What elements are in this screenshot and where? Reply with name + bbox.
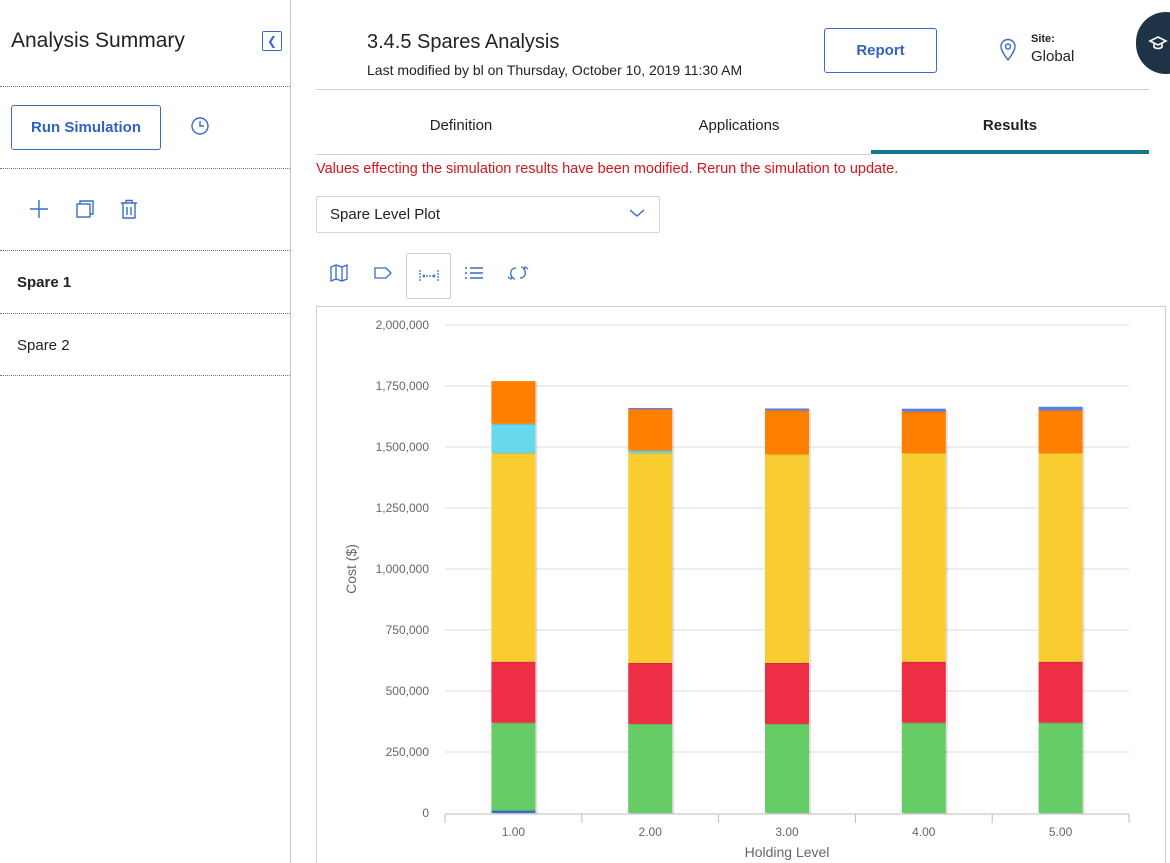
bar-segment (628, 453, 673, 663)
bar-segment (1038, 453, 1083, 662)
refresh-icon (507, 265, 529, 281)
page-title: 3.4.5 Spares Analysis (367, 31, 560, 53)
y-tick-label: 500,000 (386, 684, 430, 698)
bar-segment (901, 408, 946, 412)
location-pin-icon (1000, 38, 1016, 62)
analysis-summary-pane: Analysis Summary ❮ Run Simulation Spare … (0, 0, 291, 863)
bar-segment (765, 723, 809, 813)
y-tick-label: 0 (422, 806, 429, 820)
bar-segment (901, 453, 946, 662)
y-tick-label: 1,000,000 (376, 562, 430, 576)
list-item-spare-1[interactable]: Spare 1 (0, 251, 290, 313)
chart-zoom-icon (418, 270, 439, 282)
divider (0, 375, 290, 376)
divider (0, 313, 290, 314)
site-label: Site: (1031, 33, 1055, 45)
bar-segment (628, 450, 673, 454)
bar-segment (901, 411, 946, 454)
bar-segment (491, 661, 536, 723)
bar-segment (491, 722, 536, 811)
collapse-pane-icon[interactable]: ❮ (262, 31, 282, 51)
add-icon[interactable] (28, 198, 50, 220)
bar-segment (628, 662, 673, 724)
bar-segment (628, 409, 673, 451)
bar-segment (491, 810, 536, 813)
tabs-baseline (316, 154, 871, 155)
chevron-down-icon (629, 209, 645, 217)
bar-segment (628, 407, 673, 410)
y-tick-label: 2,000,000 (376, 318, 430, 332)
list-icon (465, 267, 483, 279)
y-axis-title: Cost ($) (343, 544, 359, 594)
report-button[interactable]: Report (824, 28, 937, 73)
tag-icon (374, 267, 392, 279)
run-simulation-button[interactable]: Run Simulation (11, 105, 161, 150)
x-tick-label: 2.00 (639, 825, 663, 839)
bar-segment (491, 381, 536, 424)
y-tick-label: 750,000 (386, 623, 430, 637)
copy-icon[interactable] (74, 198, 96, 220)
zoom-tool-button[interactable] (406, 253, 451, 299)
divider (0, 168, 290, 169)
bar-segment (1038, 661, 1083, 723)
tab-results[interactable]: Results (871, 108, 1149, 154)
list-item-label: Spare 1 (17, 273, 72, 291)
list-item-spare-2[interactable]: Spare 2 (0, 314, 290, 376)
chart-container: 0 250,000 500,000 750,000 1,000,000 1,250,000… (316, 306, 1166, 863)
bar-shadow (630, 408, 675, 411)
x-tick-label: 4.00 (912, 825, 936, 839)
divider (0, 250, 290, 251)
history-clock-icon[interactable] (190, 116, 210, 136)
y-tick-label: 1,500,000 (376, 440, 430, 454)
site-value[interactable]: Global (1031, 48, 1075, 65)
bar-segment (1038, 722, 1083, 813)
last-modified-text: Last modified by bl on Thursday, October… (367, 62, 743, 78)
x-axis-title: Holding Level (745, 844, 830, 860)
list-item-label: Spare 2 (17, 336, 70, 354)
y-tick-label: 1,750,000 (376, 379, 430, 393)
map-icon (330, 264, 348, 282)
bar-segment (765, 662, 809, 724)
delete-trash-icon[interactable] (118, 198, 140, 220)
plot-type-value: Spare Level Plot (330, 206, 441, 223)
refresh-tool-button[interactable] (501, 256, 535, 290)
bar-segment (765, 454, 809, 663)
header-divider (316, 89, 1149, 90)
y-tick-label: 250,000 (386, 745, 430, 759)
bar-segment (1038, 406, 1083, 411)
divider (0, 86, 290, 87)
plot-type-select[interactable]: Spare Level Plot (316, 196, 660, 233)
legend-tool-button[interactable] (457, 256, 491, 290)
bar-segment (491, 453, 536, 662)
label-tool-button[interactable] (366, 256, 400, 290)
y-tick-label: 1,250,000 (376, 501, 430, 515)
floating-action-button[interactable] (1136, 12, 1170, 74)
x-tick-label: 5.00 (1049, 825, 1073, 839)
pane-title: Analysis Summary (11, 29, 185, 52)
graduation-cap-icon (1148, 36, 1168, 50)
tab-definition[interactable]: Definition (429, 117, 493, 134)
bar-segment (628, 723, 673, 813)
warning-message: Values effecting the simulation results … (316, 161, 899, 177)
bar-segment (1038, 410, 1083, 454)
bar-segment (901, 722, 946, 813)
tab-applications[interactable]: Applications (698, 117, 780, 134)
bar-segment (901, 661, 946, 723)
bar-segment (765, 408, 809, 411)
stacked-bar-chart: 0 250,000 500,000 750,000 1,000,000 1,250,000… (343, 318, 1130, 860)
bar-shadow (767, 409, 811, 412)
bar-segment (765, 410, 809, 455)
map-tool-button[interactable] (322, 256, 356, 290)
bar-segment (491, 423, 536, 454)
x-tick-label: 1.00 (502, 825, 526, 839)
x-tick-label: 3.00 (775, 825, 799, 839)
